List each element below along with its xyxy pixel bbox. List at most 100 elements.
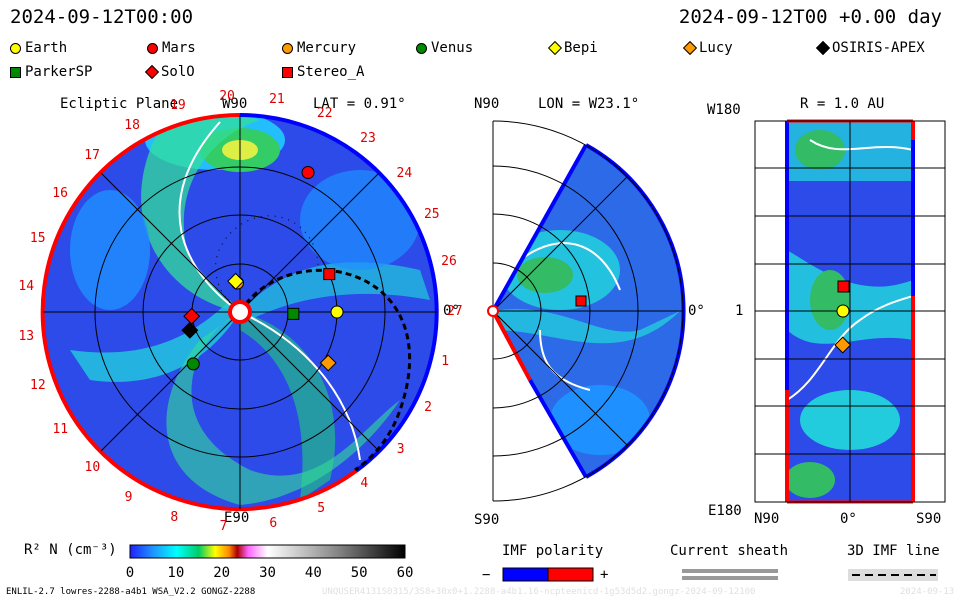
colorbar-tick-label: 60: [397, 565, 414, 581]
stereo-a-radial-marker: [837, 280, 850, 293]
legend-item-mercury: Mercury: [282, 40, 356, 56]
meridional-right-label: 0°: [688, 303, 705, 319]
ecliptic-bottom-label: E90: [224, 510, 250, 526]
legend-item-osiris-apex: OSIRIS-APEX: [815, 40, 925, 56]
legend-item-earth: Earth: [10, 40, 67, 56]
earth-marker: [330, 305, 344, 319]
current-sheath-label: Current sheath: [670, 543, 789, 559]
legend-item-solo: SolO: [144, 64, 195, 80]
legend-item-parkersp: ParkerSP: [10, 64, 92, 80]
circle-marker-icon: [147, 42, 158, 54]
legend-label: Lucy: [699, 40, 733, 56]
rotation-label: 22: [316, 106, 333, 122]
square-marker-icon: [10, 66, 21, 78]
ecliptic-density-field: [70, 115, 430, 505]
radial-grid: [754, 120, 946, 503]
rotation-label: 1: [441, 353, 450, 369]
radial-x-label-s90: S90: [916, 511, 942, 527]
ecliptic-bodies: [181, 166, 344, 372]
legend-label: Venus: [431, 40, 474, 56]
lucy-radial-marker: [834, 336, 852, 354]
imf-plus-sign: +: [600, 567, 609, 583]
imf-negative-swatch: [502, 567, 549, 582]
legend-label: SolO: [161, 64, 195, 80]
legend-label: Mercury: [297, 40, 357, 56]
ecliptic-title: Ecliptic Plane: [60, 96, 179, 112]
sun-meridional-icon: [487, 305, 499, 317]
rotation-label: 3: [396, 442, 405, 458]
rotation-label: 23: [360, 131, 376, 147]
legend-label: Bepi: [564, 40, 598, 56]
footer-middle: UNQUSER4131S0315/3S8+30x0+1.2288-a4b1.16…: [322, 587, 756, 597]
imf-line-label: 3D IMF line: [847, 543, 940, 559]
ecliptic-lat: LAT = 0.91°: [313, 96, 406, 112]
rotation-label: 24: [396, 165, 413, 181]
colorbar: [129, 544, 406, 559]
meridional-density-field: [493, 230, 680, 455]
timestamp-left: 2024-09-12T00:00: [10, 6, 194, 28]
ecliptic-top-label: W90: [222, 96, 248, 112]
rotation-label: 10: [84, 460, 101, 476]
ecliptic-right-label: 0°: [443, 303, 460, 319]
rotation-label: 27: [446, 303, 463, 319]
sun-icon: [228, 300, 252, 324]
rotation-label: 26: [441, 254, 457, 270]
rotation-label: 25: [423, 207, 440, 223]
colorbar-tick-label: 30: [259, 565, 276, 581]
legend-label: OSIRIS-APEX: [832, 40, 925, 56]
rotation-label: 2: [424, 400, 432, 416]
circle-marker-icon: [10, 42, 21, 54]
stereo-a-meridional-marker: [575, 295, 587, 307]
rotation-label: 8: [170, 509, 179, 525]
radial-bottom-left: E180: [708, 503, 742, 519]
legend-label: Stereo_A: [297, 64, 365, 80]
rotation-label: 20: [219, 89, 235, 105]
legend-item-venus: Venus: [416, 40, 473, 56]
rotation-label: 16: [52, 186, 68, 202]
meridional-lon: LON = W23.1°: [538, 96, 640, 112]
rotation-label: 4: [360, 476, 369, 492]
rotation-label: 17: [84, 147, 100, 163]
colorbar-tick-label: 50: [351, 565, 368, 581]
lucy-marker: [319, 354, 337, 372]
radial-panel: [754, 119, 946, 504]
meridional-bottom-label: S90: [474, 512, 500, 528]
timestamp-right: 2024-09-12T00 +0.00 day: [678, 6, 942, 28]
rim-polarity-negative: [239, 113, 439, 473]
radial-top-left: W180: [707, 102, 741, 118]
rotation-label: 11: [52, 422, 69, 438]
rotation-label: 7: [219, 518, 228, 534]
earth-imf-line: [238, 268, 412, 472]
ecliptic-panel: [40, 113, 439, 511]
venus-marker: [186, 357, 200, 371]
imf-positive-swatch: [547, 567, 594, 582]
colorbar-tick-label: 40: [305, 565, 322, 581]
legend-item-mars: Mars: [147, 40, 196, 56]
rotation-label: 15: [29, 230, 46, 246]
imf-minus-sign: −: [482, 567, 491, 583]
rim-polarity-positive: [40, 113, 358, 511]
parkersp-marker: [287, 307, 300, 320]
square-marker-icon: [282, 66, 293, 78]
legend-label: Earth: [25, 40, 68, 56]
meridional-panel: [487, 120, 686, 502]
meridional-grid: [492, 120, 684, 502]
colorbar-tick-label: 20: [213, 565, 230, 581]
rotation-label: 19: [170, 98, 186, 114]
bepi-marker: [227, 272, 245, 290]
rotation-label: 13: [18, 329, 35, 345]
colorbar-tick-label: 10: [167, 565, 184, 581]
rotation-label: 9: [124, 490, 133, 506]
rotation-label: 21: [269, 92, 285, 108]
colorbar-label: R² N (cm⁻³): [24, 542, 117, 558]
rotation-label: 6: [269, 515, 278, 531]
circle-marker-icon: [282, 42, 293, 54]
legend-label: ParkerSP: [25, 64, 93, 80]
stereo-a-marker: [323, 268, 336, 281]
legend-label: Mars: [162, 40, 196, 56]
legend-item-bepi: Bepi: [547, 40, 598, 56]
legend-item-stereo-a: Stereo_A: [282, 64, 364, 80]
osiris-apex-marker: [181, 321, 199, 339]
earth-radial-marker: [836, 304, 850, 318]
